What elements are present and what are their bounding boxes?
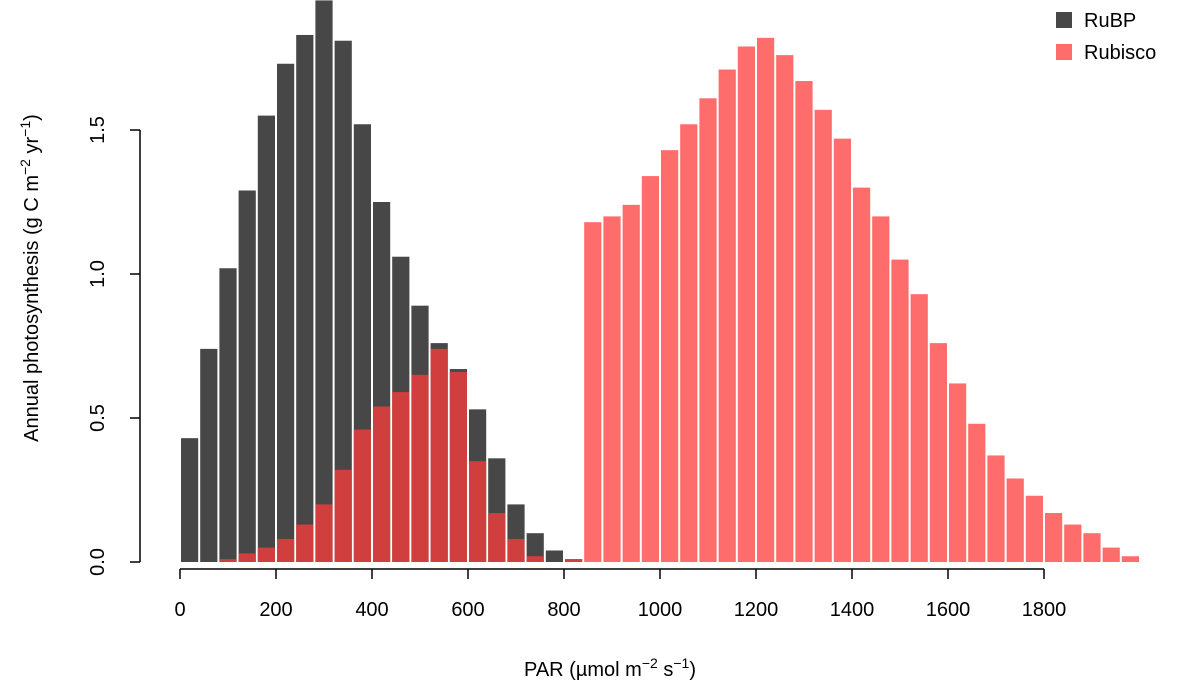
legend-label-rubisco: Rubisco xyxy=(1084,42,1156,64)
legend: RuBP Rubisco xyxy=(1056,10,1156,64)
bar-rubisco-640 xyxy=(488,513,506,562)
y-tick-label: 1.0 xyxy=(87,260,109,288)
bar-rubisco-1240 xyxy=(776,55,794,562)
bar-rubisco-280 xyxy=(315,504,333,562)
bar-rubisco-560 xyxy=(449,371,467,562)
x-tick-label: 0 xyxy=(174,599,185,621)
bar-rubp-280 xyxy=(315,0,333,562)
bar-rubisco-320 xyxy=(334,469,352,562)
bar-rubisco-840 xyxy=(584,222,602,562)
bar-rubisco-800 xyxy=(565,559,583,562)
x-axis-title-unit: mol m xyxy=(587,659,641,681)
bar-rubisco-600 xyxy=(469,461,487,562)
bar-rubisco-1200 xyxy=(757,37,775,562)
x-axis-title-prefix: PAR ( xyxy=(524,659,576,681)
bar-rubisco-1400 xyxy=(853,187,871,562)
y-tick-label: 0.0 xyxy=(87,548,109,576)
x-axis-title-sup2: −1 xyxy=(673,655,689,671)
bar-rubisco-1040 xyxy=(680,124,698,562)
bar-rubisco-1880 xyxy=(1083,533,1101,562)
bar-rubisco-240 xyxy=(296,524,314,562)
y-tick-label: 0.5 xyxy=(87,404,109,432)
bar-rubp-0 xyxy=(181,438,199,562)
x-axis: 0 200 400 600 800 1000 1200 1400 1600 1800 xyxy=(174,568,1067,621)
bar-rubp-40 xyxy=(200,348,218,562)
bar-rubisco-1160 xyxy=(737,46,755,562)
bar-rubisco-1800 xyxy=(1045,513,1063,562)
bar-rubp-320 xyxy=(334,40,352,562)
bar-rubisco-440 xyxy=(392,392,410,562)
y-axis-title-mid: yr xyxy=(21,136,43,159)
x-tick-label: 1200 xyxy=(734,599,779,621)
bar-rubp-200 xyxy=(277,63,295,562)
bar-rubisco-480 xyxy=(411,374,429,562)
bar-rubisco-200 xyxy=(277,538,295,562)
bar-rubisco-1640 xyxy=(968,423,986,562)
bar-rubisco-920 xyxy=(622,204,640,562)
y-axis-title-prefix: Annual photosynthesis (g C m xyxy=(21,175,43,442)
bar-rubisco-1280 xyxy=(795,81,813,562)
bar-rubisco-960 xyxy=(641,176,659,562)
bar-rubisco-1440 xyxy=(872,216,890,562)
bar-rubisco-720 xyxy=(526,556,544,562)
y-axis-title-sup1: −2 xyxy=(17,159,33,175)
bar-rubisco-1560 xyxy=(929,343,947,562)
bar-rubisco-1680 xyxy=(987,455,1005,562)
y-axis-title-suffix: ) xyxy=(21,114,43,121)
legend-swatch-rubisco xyxy=(1056,44,1072,60)
bar-layer xyxy=(181,0,1139,562)
bar-rubisco-1480 xyxy=(891,259,909,562)
bar-rubp-80 xyxy=(219,268,237,562)
x-tick-label: 1800 xyxy=(1022,599,1067,621)
bar-rubisco-1520 xyxy=(910,294,928,562)
bar-rubisco-160 xyxy=(257,547,275,562)
x-axis-title-mu: µ xyxy=(576,659,588,681)
bar-rubp-160 xyxy=(257,115,275,562)
bar-rubisco-1960 xyxy=(1121,556,1139,562)
x-tick-label: 1000 xyxy=(638,599,683,621)
x-tick-label: 200 xyxy=(259,599,292,621)
bar-rubisco-1600 xyxy=(949,383,967,562)
x-tick-label: 400 xyxy=(355,599,388,621)
x-axis-title-suffix: ) xyxy=(689,659,696,681)
y-axis-title-sup2: −1 xyxy=(17,121,33,137)
bar-rubisco-1000 xyxy=(661,150,679,562)
bar-rubisco-1920 xyxy=(1102,547,1120,562)
y-axis-title: Annual photosynthesis (g C m−2 yr−1) xyxy=(17,114,43,442)
x-tick-label: 800 xyxy=(547,599,580,621)
bar-rubp-240 xyxy=(296,34,314,562)
y-axis: 0.0 0.5 1.0 1.5 xyxy=(87,116,141,576)
bar-rubisco-680 xyxy=(507,538,525,562)
bar-rubisco-880 xyxy=(603,216,621,562)
legend-label-rubp: RuBP xyxy=(1084,10,1136,32)
x-tick-label: 600 xyxy=(451,599,484,621)
bar-rubisco-400 xyxy=(373,406,391,562)
x-axis-title-mid: s xyxy=(658,659,674,681)
x-tick-label: 1400 xyxy=(830,599,875,621)
bar-rubisco-1080 xyxy=(699,98,717,562)
bar-rubisco-120 xyxy=(238,553,256,562)
bar-rubisco-1720 xyxy=(1006,478,1024,562)
bar-rubisco-1840 xyxy=(1064,524,1082,562)
bar-rubp-760 xyxy=(545,550,563,562)
bar-rubisco-80 xyxy=(219,559,237,562)
series-rubisco xyxy=(219,37,1139,562)
bar-rubp-120 xyxy=(238,190,256,562)
x-tick-label: 1600 xyxy=(926,599,971,621)
bar-rubp-720 xyxy=(526,533,544,562)
y-tick-label: 1.5 xyxy=(87,116,109,144)
bar-rubisco-1360 xyxy=(833,138,851,562)
x-axis-title-sup1: −2 xyxy=(642,655,658,671)
x-axis-title: PAR (µmol m−2 s−1) xyxy=(524,655,696,681)
bar-rubisco-520 xyxy=(430,348,448,562)
bar-rubisco-360 xyxy=(353,429,371,562)
bar-rubisco-1320 xyxy=(814,109,832,562)
legend-swatch-rubp xyxy=(1056,12,1072,28)
bar-rubisco-1760 xyxy=(1025,495,1043,562)
bar-rubisco-1120 xyxy=(718,69,736,562)
